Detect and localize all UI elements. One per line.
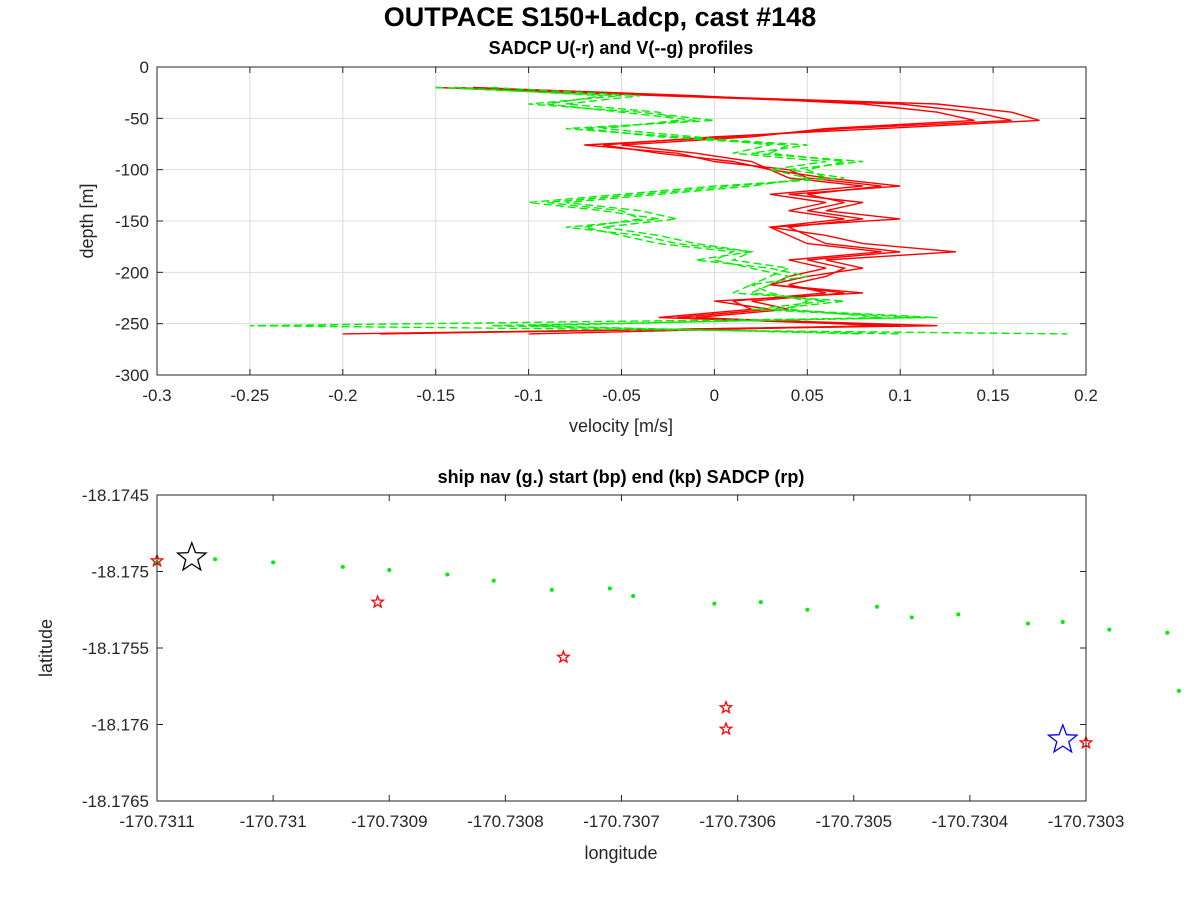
depth-y-tick-label: -300 bbox=[115, 366, 149, 385]
velocity-series-group bbox=[249, 86, 1068, 335]
nav-points-group bbox=[149, 540, 1181, 754]
velocity-x-ticks: -0.3 -0.25 -0.2 -0.15 -0.1 -0.05 0 0.05 0.1 0.15 0… bbox=[142, 67, 1098, 405]
v-profile-line-5 bbox=[491, 86, 882, 335]
longitude-x-label: longitude bbox=[584, 843, 657, 863]
nav-point bbox=[956, 612, 961, 617]
latitude-y-label: latitude bbox=[36, 619, 56, 677]
nav-point bbox=[805, 607, 810, 612]
nav-plot-title: ship nav (g.) start (bp) end (kp) SADCP … bbox=[438, 467, 805, 487]
v-profile-line-4 bbox=[454, 86, 919, 335]
nav-point bbox=[874, 604, 879, 609]
longitude-x-tick-label: -170.7311 bbox=[119, 812, 194, 831]
velocity-plot-title: SADCP U(-r) and V(--g) profiles bbox=[489, 38, 754, 58]
depth-y-tick-label: -150 bbox=[115, 212, 149, 231]
v-profile-line-3 bbox=[249, 86, 1068, 335]
longitude-x-tick-label: -170.7305 bbox=[815, 812, 892, 831]
latitude-y-ticks: -18.1745 -18.175 -18.1755 -18.176 -18.1765 bbox=[82, 486, 1086, 811]
nav-point bbox=[1165, 630, 1170, 635]
velocity-x-tick-label: -0.25 bbox=[231, 386, 270, 405]
latitude-y-tick-label: -18.1755 bbox=[82, 639, 149, 658]
velocity-x-tick-label: -0.3 bbox=[142, 386, 171, 405]
nav-point bbox=[340, 564, 345, 569]
sadcp-point bbox=[555, 649, 571, 664]
longitude-x-ticks: -170.7311 -170.731 -170.7309 -170.7308 -170.… bbox=[119, 495, 1124, 831]
velocity-x-tick-label: -0.05 bbox=[602, 386, 641, 405]
nav-point bbox=[491, 578, 496, 583]
depth-y-tick-label: -50 bbox=[124, 109, 149, 128]
longitude-x-tick-label: -170.7304 bbox=[932, 812, 1009, 831]
velocity-x-tick-label: 0.2 bbox=[1074, 386, 1098, 405]
nav-point bbox=[213, 557, 218, 562]
nav-point bbox=[271, 560, 276, 565]
nav-point bbox=[1107, 627, 1112, 632]
sadcp-point bbox=[718, 699, 734, 714]
latitude-y-tick-label: -18.175 bbox=[91, 563, 149, 582]
depth-y-tick-label: -200 bbox=[115, 263, 149, 282]
nav-point bbox=[1176, 688, 1181, 693]
nav-axes-box bbox=[156, 494, 1087, 802]
longitude-x-tick-label: -170.7303 bbox=[1048, 812, 1125, 831]
nav-point bbox=[387, 567, 392, 572]
sadcp-point bbox=[370, 594, 386, 609]
depth-y-tick-label: -100 bbox=[115, 161, 149, 180]
velocity-profile-panel: SADCP U(-r) and V(--g) profiles -0.3 -0.2… bbox=[77, 38, 1098, 436]
nav-point bbox=[607, 586, 612, 591]
ship-nav-panel: ship nav (g.) start (bp) end (kp) SADCP … bbox=[36, 467, 1181, 863]
nav-point bbox=[549, 587, 554, 592]
velocity-x-tick-label: 0.15 bbox=[977, 386, 1010, 405]
velocity-x-tick-label: 0 bbox=[710, 386, 719, 405]
u-profile-line-1 bbox=[379, 86, 1012, 335]
depth-y-ticks: 0 -50 -100 -150 -200 -250 -300 bbox=[115, 58, 1086, 385]
longitude-x-tick-label: -170.7308 bbox=[467, 812, 544, 831]
start-point-marker bbox=[175, 540, 208, 572]
latitude-y-tick-label: -18.1765 bbox=[82, 792, 149, 811]
nav-point bbox=[758, 600, 763, 605]
longitude-x-tick-label: -170.7306 bbox=[699, 812, 776, 831]
velocity-x-tick-label: -0.2 bbox=[328, 386, 357, 405]
nav-point bbox=[712, 601, 717, 606]
u-profile-line-0 bbox=[342, 86, 1040, 335]
depth-y-tick-label: -250 bbox=[115, 315, 149, 334]
longitude-x-tick-label: -170.731 bbox=[240, 812, 307, 831]
nav-point bbox=[631, 593, 636, 598]
longitude-x-tick-label: -170.7309 bbox=[351, 812, 428, 831]
velocity-x-tick-label: 0.05 bbox=[791, 386, 824, 405]
velocity-x-tick-label: -0.15 bbox=[416, 386, 455, 405]
nav-point bbox=[445, 572, 450, 577]
figure-title: OUTPACE S150+Ladcp, cast #148 bbox=[383, 2, 817, 32]
sadcp-point bbox=[718, 721, 734, 736]
velocity-x-tick-label: 0.1 bbox=[888, 386, 912, 405]
latitude-y-tick-label: -18.176 bbox=[91, 716, 149, 735]
nav-point bbox=[1025, 621, 1030, 626]
end-point-marker bbox=[1046, 722, 1079, 754]
velocity-x-tick-label: -0.1 bbox=[514, 386, 543, 405]
latitude-y-tick-label: -18.1745 bbox=[82, 486, 149, 505]
nav-point bbox=[909, 615, 914, 620]
velocity-x-label: velocity [m/s] bbox=[569, 416, 673, 436]
u-profile-line-2 bbox=[472, 86, 975, 335]
depth-y-tick-label: 0 bbox=[140, 58, 149, 77]
depth-y-label: depth [m] bbox=[77, 183, 97, 258]
longitude-x-tick-label: -170.7307 bbox=[583, 812, 660, 831]
nav-point bbox=[1060, 619, 1065, 624]
